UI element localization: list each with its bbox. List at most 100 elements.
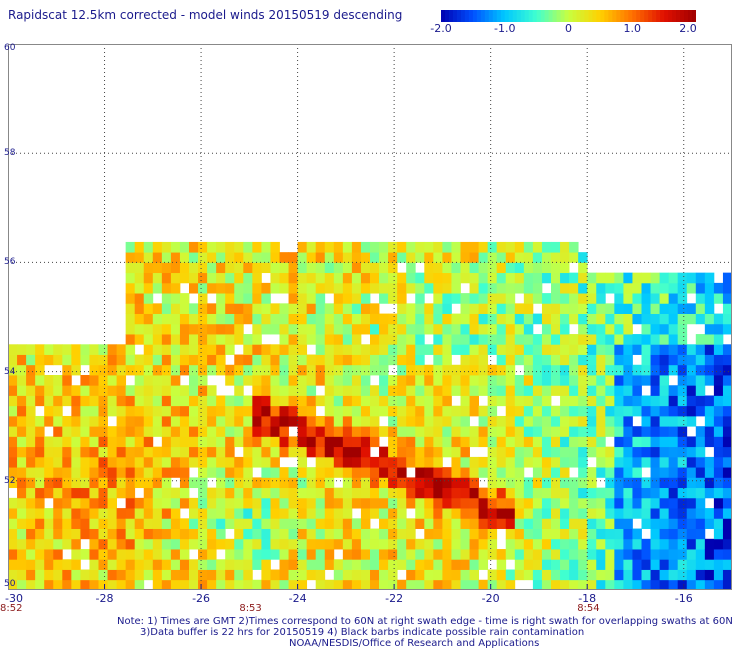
heatmap-cell — [415, 303, 425, 314]
heatmap-cell — [451, 282, 461, 294]
heatmap-cell — [650, 375, 660, 386]
heatmap-cell — [297, 323, 308, 335]
heatmap-cell — [460, 446, 470, 458]
heatmap-cell — [107, 528, 117, 540]
heatmap-cell — [279, 538, 289, 550]
heatmap-cell — [541, 456, 552, 468]
heatmap-cell — [351, 446, 362, 458]
heatmap-cell — [388, 313, 398, 325]
heatmap-cell — [569, 579, 579, 590]
heatmap-cell — [288, 334, 298, 345]
heatmap-cell — [306, 293, 317, 304]
heatmap-cell — [433, 241, 443, 253]
x-tick-label: -28 — [95, 592, 114, 605]
heatmap-cell — [614, 549, 624, 560]
heatmap-cell — [252, 508, 262, 519]
heatmap-cell — [216, 528, 226, 540]
heatmap-cell — [523, 528, 534, 540]
heatmap-cell — [179, 487, 190, 499]
heatmap-cell — [379, 323, 389, 335]
y-tick-label: 56 — [4, 257, 16, 268]
heatmap-cell — [170, 334, 181, 345]
heatmap-cell — [44, 395, 54, 407]
heatmap-cell — [551, 334, 561, 345]
heatmap-cell — [270, 262, 280, 274]
heatmap-cell — [261, 477, 271, 489]
heatmap-cell — [469, 252, 479, 263]
heatmap-cell — [641, 446, 651, 458]
heatmap-cell — [315, 579, 326, 590]
heatmap-cell — [207, 364, 217, 376]
heatmap-cell — [605, 456, 615, 468]
heatmap-cell — [460, 487, 470, 499]
heatmap-cell — [532, 272, 543, 284]
heatmap-cell — [388, 354, 398, 366]
heatmap-cell — [406, 569, 416, 581]
heatmap-cell — [451, 241, 461, 253]
heatmap-cell — [487, 487, 498, 499]
heatmap-cell — [351, 334, 362, 345]
heatmap-cell — [189, 303, 199, 314]
heatmap-cell — [306, 282, 317, 294]
heatmap-cell — [722, 282, 732, 294]
heatmap-cell — [261, 446, 271, 458]
heatmap-cell — [261, 518, 271, 529]
heatmap-cell — [189, 579, 199, 590]
heatmap-cell — [306, 549, 317, 560]
heatmap-cell — [216, 241, 226, 253]
heatmap-cell — [107, 385, 117, 396]
heatmap-cell — [695, 385, 706, 396]
heatmap-cell — [234, 293, 244, 304]
heatmap-cell — [370, 252, 380, 263]
heatmap-cell — [614, 456, 624, 468]
heatmap-cell — [460, 364, 470, 376]
colorbar-segment — [564, 10, 570, 22]
heatmap-cell — [641, 272, 651, 284]
heatmap-cell — [170, 323, 181, 335]
heatmap-cell — [351, 323, 362, 335]
heatmap-cell — [722, 293, 732, 304]
colorbar-segment — [588, 10, 593, 22]
heatmap-cell — [297, 272, 308, 284]
heatmap-cell — [722, 508, 732, 519]
heatmap-cell — [379, 456, 389, 468]
heatmap-cell — [333, 405, 344, 417]
heatmap-cell — [614, 303, 624, 314]
heatmap-cell — [44, 385, 54, 396]
heatmap-cell — [189, 456, 199, 468]
heatmap-cell — [650, 446, 660, 458]
heatmap-cell — [288, 364, 298, 376]
heatmap-cell — [587, 354, 597, 366]
heatmap-cell — [270, 549, 280, 560]
heatmap-cell — [623, 385, 633, 396]
colorbar-segment — [692, 10, 696, 22]
heatmap-cell — [523, 569, 534, 581]
heatmap-cell — [288, 497, 298, 509]
heatmap-cell — [659, 436, 670, 448]
heatmap-cell — [170, 497, 181, 509]
heatmap-cell — [469, 579, 479, 590]
heatmap-cell — [614, 282, 624, 294]
heatmap-cell — [379, 293, 389, 304]
heatmap-cell — [496, 569, 507, 581]
heatmap-cell — [722, 354, 732, 366]
heatmap-cell — [541, 262, 552, 274]
heatmap-cell — [243, 282, 253, 294]
heatmap-cell — [26, 344, 36, 355]
heatmap-cell — [397, 313, 407, 325]
heatmap-cell — [342, 313, 353, 325]
heatmap-cell — [469, 241, 479, 253]
heatmap-cell — [53, 487, 63, 499]
heatmap-cell — [695, 487, 706, 499]
heatmap-cell — [116, 344, 127, 355]
heatmap-cell — [125, 395, 136, 407]
heatmap-cell — [198, 241, 208, 253]
heatmap-cell — [605, 415, 615, 427]
heatmap-cell — [179, 364, 190, 376]
heatmap-cell — [306, 426, 317, 437]
heatmap-cell — [478, 415, 489, 427]
heatmap-cell — [351, 375, 362, 386]
heatmap-cell — [388, 456, 398, 468]
heatmap-cell — [632, 579, 642, 590]
heatmap-cell — [170, 538, 181, 550]
